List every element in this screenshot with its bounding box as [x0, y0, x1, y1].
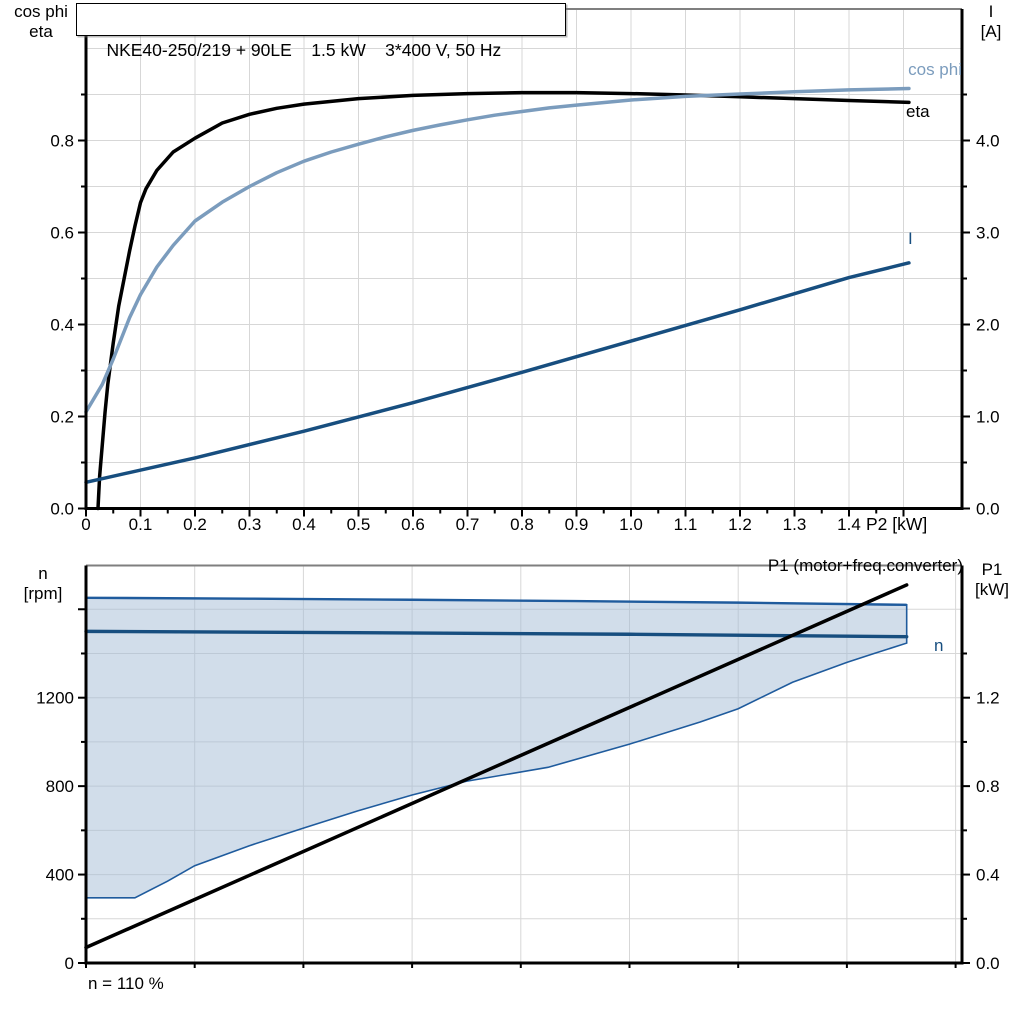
grid — [86, 9, 962, 509]
tick-label: 400 — [46, 866, 74, 885]
axis-title-p1-unit: [kW] — [975, 580, 1009, 599]
tick-label: 0.1 — [129, 515, 153, 534]
curve-label-p1: P1 (motor+freq.converter) — [767, 556, 963, 575]
tick-label: 1.2 — [728, 515, 752, 534]
series-cos-phi — [84, 86, 911, 414]
tick-label: 0.0 — [976, 954, 1000, 973]
curve-label-current: I — [908, 229, 913, 248]
top-left-axis-title: cos phi eta — [2, 2, 80, 42]
top-right-axis-title: I [A] — [964, 2, 1018, 42]
tick-label: 4.0 — [976, 132, 1000, 151]
series-I — [84, 261, 911, 485]
speed-note: n = 110 % — [88, 974, 164, 993]
tick-label: 0.9 — [565, 515, 589, 534]
tick-label: 1.0 — [619, 515, 643, 534]
chart-title-box: NKE40-250/219 + 90LE 1.5 kW 3*400 V, 50 … — [76, 3, 566, 60]
tick-label: 1200 — [36, 689, 74, 708]
speed-range-band — [85, 596, 908, 899]
tick-label: 2.0 — [976, 316, 1000, 335]
tick-label: 0.6 — [401, 515, 425, 534]
tick-label: 0.8 — [510, 515, 534, 534]
curve-label-eta: eta — [906, 102, 930, 121]
tick-label: 3.0 — [976, 224, 1000, 243]
tick-label: 1.2 — [976, 689, 1000, 708]
frame — [84, 8, 964, 510]
tick-label: 0.4 — [50, 316, 74, 335]
curve-label-n: n — [934, 636, 944, 655]
speed-range-upper-edge — [85, 596, 907, 607]
tick-label: 0.4 — [976, 866, 1000, 885]
tick-label: 1.4 — [837, 515, 861, 534]
axis-title-speed-unit: [rpm] — [23, 584, 63, 603]
tick-label: 0.0 — [50, 500, 74, 519]
tick-label: 0.6 — [50, 224, 74, 243]
tick-label: 0.2 — [50, 408, 74, 427]
curve-label-cos-phi: cos phi — [908, 60, 962, 79]
tick-labels: 0.0 0.2 0.4 0.6 0.8 0.0 1.0 2.0 3.0 4.0 0 0.1 0.2 0.3… — [50, 132, 999, 535]
tick-label: 1.3 — [783, 515, 807, 534]
tick-label: 0.0 — [976, 500, 1000, 519]
chart-title: NKE40-250/219 + 90LE 1.5 kW 3*400 V, 50 … — [106, 40, 502, 60]
top-chart: 0.0 0.2 0.4 0.6 0.8 0.0 1.0 2.0 3.0 4.0 0 0.1 0.2 0.3… — [50, 8, 1000, 535]
tick-label: 1.1 — [674, 515, 698, 534]
tick-label: 0.4 — [292, 515, 316, 534]
axis-title-current-unit: [A] — [980, 22, 1002, 41]
tick-label: 1.0 — [976, 408, 1000, 427]
axis-title-cos-phi: cos phi — [14, 2, 68, 21]
tick-label: 0.2 — [183, 515, 207, 534]
axis-title-speed: n — [38, 564, 48, 583]
tick-label: 0.5 — [347, 515, 371, 534]
axis-title-eta: eta — [29, 22, 53, 41]
tick-label: 0 — [81, 515, 90, 534]
series-eta — [96, 90, 911, 511]
frame — [84, 564, 964, 965]
series-p1 — [84, 583, 909, 950]
ticks — [78, 608, 970, 968]
tick-labels: 0 400 800 1200 0.0 0.4 0.8 1.2 — [36, 689, 999, 973]
tick-label: 800 — [46, 777, 74, 796]
top-x-axis-title: P2 [kW] — [866, 514, 928, 534]
bottom-chart: 0 400 800 1200 0.0 0.4 0.8 1.2 — [36, 564, 1000, 973]
bottom-left-axis-title: n [rpm] — [4, 564, 82, 604]
axis-title-current: I — [988, 2, 994, 21]
series-n — [84, 629, 909, 639]
tick-label: 0 — [65, 954, 74, 973]
bottom-right-axis-title: P1 [kW] — [964, 560, 1020, 600]
tick-label: 0.8 — [976, 777, 1000, 796]
tick-label: 0.3 — [238, 515, 262, 534]
axis-title-p1: P1 — [981, 560, 1003, 579]
ticks — [78, 93, 970, 517]
tick-label: 0.7 — [456, 515, 480, 534]
tick-label: 0.8 — [50, 132, 74, 151]
